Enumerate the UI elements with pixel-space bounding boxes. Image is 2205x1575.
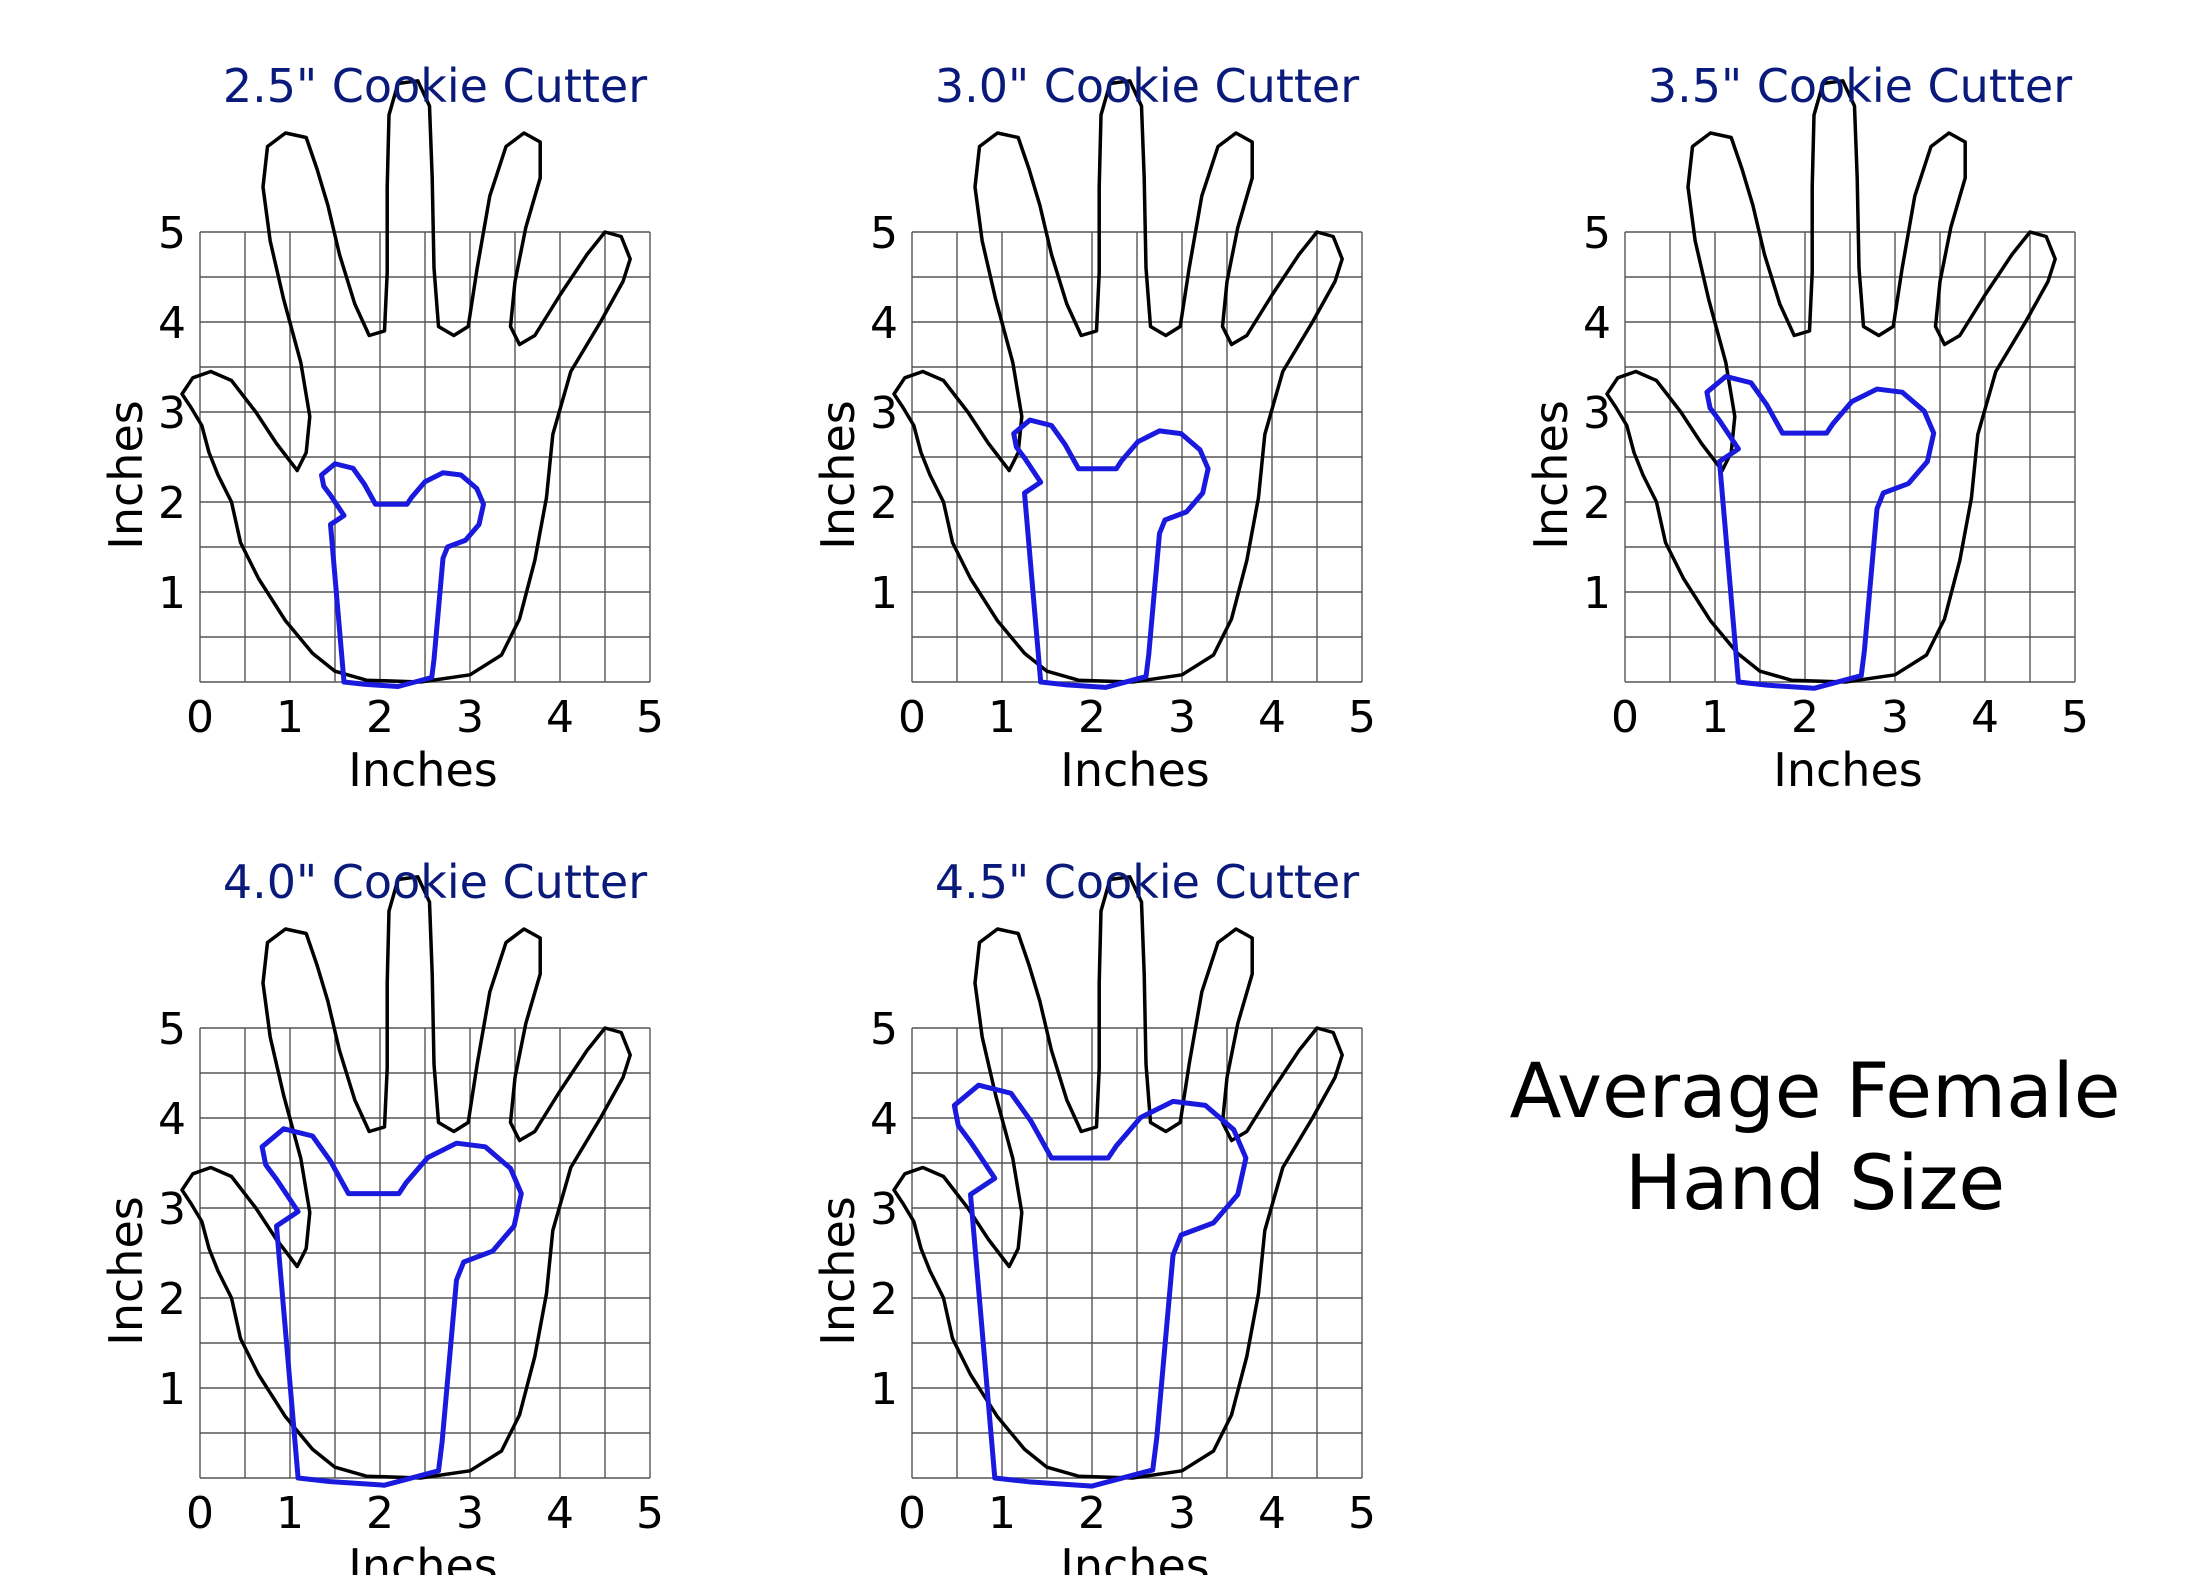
panel-title: 3.0" Cookie Cutter <box>935 59 1359 113</box>
panel-4-0: 4.0" Cookie Cutter 0 1 2 3 4 5 1 2 3 4 5 Inches Inche… <box>99 855 664 1575</box>
x-tick-label: 1 <box>276 692 304 743</box>
grid <box>199 1027 651 1479</box>
x-tick-label: 3 <box>1168 692 1196 743</box>
x-tick-label: 1 <box>988 1488 1016 1539</box>
x-tick-label: 5 <box>2061 692 2089 743</box>
panel-title: 3.5" Cookie Cutter <box>1648 59 2072 113</box>
y-tick-label: 4 <box>1583 298 1611 349</box>
x-axis-label: Inches <box>1773 743 1922 797</box>
y-tick-label: 5 <box>870 208 898 259</box>
x-tick-label: 0 <box>186 692 214 743</box>
y-axis-label: Inches <box>99 400 153 549</box>
x-axis-label: Inches <box>1060 743 1209 797</box>
y-tick-label: 5 <box>158 208 186 259</box>
x-tick-label: 0 <box>186 1488 214 1539</box>
y-tick-label: 3 <box>1583 388 1611 439</box>
y-tick-label: 1 <box>870 1364 898 1415</box>
hand-size-caption: Average Female Hand Size <box>1390 1045 2205 1229</box>
grid <box>1624 231 2076 683</box>
y-tick-label: 2 <box>158 478 186 529</box>
x-tick-label: 3 <box>1881 692 1909 743</box>
panel-3-5: 3.5" Cookie Cutter 0 1 2 3 4 5 1 2 3 4 5 Inches Inche… <box>1524 59 2089 797</box>
y-tick-label: 4 <box>158 298 186 349</box>
panel-title: 2.5" Cookie Cutter <box>223 59 647 113</box>
x-tick-label: 0 <box>898 1488 926 1539</box>
x-tick-label: 3 <box>456 1488 484 1539</box>
x-tick-label: 1 <box>988 692 1016 743</box>
x-tick-label: 5 <box>1348 692 1376 743</box>
y-tick-label: 3 <box>158 1184 186 1235</box>
x-tick-label: 4 <box>546 1488 574 1539</box>
x-tick-label: 2 <box>1078 692 1106 743</box>
y-tick-label: 2 <box>1583 478 1611 529</box>
y-tick-label: 1 <box>1583 568 1611 619</box>
x-tick-label: 4 <box>546 692 574 743</box>
panel-title: 4.0" Cookie Cutter <box>223 855 647 909</box>
y-axis-label: Inches <box>811 1196 865 1345</box>
y-tick-label: 5 <box>1583 208 1611 259</box>
hand-outline <box>180 79 632 684</box>
x-tick-label: 5 <box>636 692 664 743</box>
y-tick-label: 2 <box>158 1274 186 1325</box>
y-tick-label: 4 <box>158 1094 186 1145</box>
y-axis-label: Inches <box>99 1196 153 1345</box>
x-tick-label: 4 <box>1971 692 1999 743</box>
y-tick-label: 3 <box>870 388 898 439</box>
y-tick-label: 2 <box>870 1274 898 1325</box>
cookie-cutter-outline <box>259 1126 524 1488</box>
panel-4-5: 4.5" Cookie Cutter 0 1 2 3 4 5 1 2 3 4 5 Inches Inche… <box>811 855 1376 1575</box>
x-tick-label: 0 <box>898 692 926 743</box>
cookie-cutter-outline <box>1704 373 1937 691</box>
y-axis-label: Inches <box>811 400 865 549</box>
y-axis-label: Inches <box>1524 400 1578 549</box>
grid <box>911 1027 1363 1479</box>
panel-2-5: 2.5" Cookie Cutter 0 1 2 3 4 5 1 2 3 4 5 Inches Inche… <box>99 59 664 797</box>
y-tick-label: 4 <box>870 1094 898 1145</box>
x-tick-label: 3 <box>456 692 484 743</box>
hand-outline <box>1605 79 2057 684</box>
caption-line-2: Hand Size <box>1624 1138 2006 1227</box>
y-tick-label: 1 <box>158 568 186 619</box>
x-tick-label: 0 <box>1611 692 1639 743</box>
x-tick-label: 5 <box>636 1488 664 1539</box>
y-tick-label: 4 <box>870 298 898 349</box>
y-tick-label: 3 <box>158 388 186 439</box>
y-tick-label: 5 <box>158 1004 186 1055</box>
x-tick-label: 1 <box>276 1488 304 1539</box>
hand-outline <box>892 875 1344 1480</box>
x-tick-label: 4 <box>1258 1488 1286 1539</box>
y-tick-label: 1 <box>158 1364 186 1415</box>
x-tick-label: 4 <box>1258 692 1286 743</box>
panel-3-0: 3.0" Cookie Cutter 0 1 2 3 4 5 1 2 3 4 5 Inches Inche… <box>811 59 1376 797</box>
cookie-cutter-outline <box>951 1082 1249 1489</box>
x-axis-label: Inches <box>348 1539 497 1575</box>
y-tick-label: 3 <box>870 1184 898 1235</box>
cookie-cutter-outline <box>319 461 486 689</box>
x-tick-label: 2 <box>366 1488 394 1539</box>
hand-outline <box>180 875 632 1480</box>
x-tick-label: 2 <box>1791 692 1819 743</box>
x-tick-label: 2 <box>366 692 394 743</box>
y-tick-label: 5 <box>870 1004 898 1055</box>
x-tick-label: 5 <box>1348 1488 1376 1539</box>
y-tick-label: 1 <box>870 568 898 619</box>
grid <box>911 231 1363 683</box>
x-axis-label: Inches <box>348 743 497 797</box>
caption-line-1: Average Female <box>1509 1046 2121 1135</box>
grid <box>199 231 651 683</box>
hand-outline <box>892 79 1344 684</box>
x-tick-label: 2 <box>1078 1488 1106 1539</box>
x-tick-label: 1 <box>1701 692 1729 743</box>
panel-title: 4.5" Cookie Cutter <box>935 855 1359 909</box>
cookie-cutter-outline <box>1011 417 1211 690</box>
y-tick-label: 2 <box>870 478 898 529</box>
x-axis-label: Inches <box>1060 1539 1209 1575</box>
x-tick-label: 3 <box>1168 1488 1196 1539</box>
